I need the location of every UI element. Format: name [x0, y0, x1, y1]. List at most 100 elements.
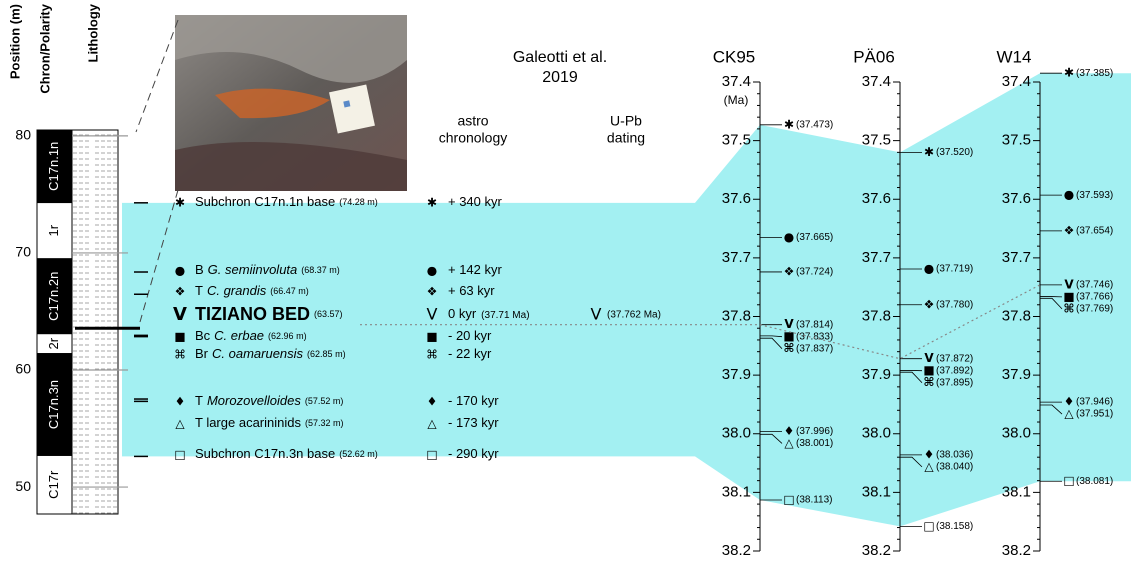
- leader-line: [1040, 404, 1063, 415]
- age-label: (38.081): [1076, 476, 1113, 487]
- leader-line: [760, 335, 783, 338]
- astro-age: - 170 kyr: [448, 393, 499, 408]
- age-label: (37.996): [796, 426, 833, 437]
- tick-label: 37.4: [862, 73, 891, 90]
- astro-value: + 63 kyr: [448, 283, 495, 298]
- event-taxon: C. oamaruensis: [212, 346, 304, 361]
- column-name: W14: [997, 47, 1032, 66]
- tick-label: 37.4: [722, 73, 751, 90]
- astro-symbol: V: [427, 305, 438, 324]
- event-position: (57.52 m): [305, 396, 344, 406]
- upb-symbol: V: [591, 305, 602, 324]
- age-label: (37.769): [1076, 303, 1113, 314]
- astro-age: - 290 kyr: [448, 446, 499, 461]
- leader-line: [760, 433, 783, 444]
- y-tick-label: 70: [15, 244, 31, 260]
- chron-label: C17n.2n: [46, 272, 61, 321]
- age-symbol: □: [1063, 474, 1074, 488]
- astro-header: astro: [457, 113, 488, 129]
- astro-age: + 340 kyr: [448, 194, 503, 209]
- event-name: TIZIANO BED (63.57): [195, 304, 343, 324]
- y-tick-label: 80: [15, 127, 31, 143]
- tick-label: 37.8: [862, 307, 891, 324]
- age-label: (37.724): [796, 267, 833, 278]
- guide-line: [139, 189, 179, 323]
- event-symbol: ❖: [175, 285, 186, 299]
- chron: [36, 129, 73, 204]
- age-symbol: ✱: [784, 117, 794, 131]
- age-symbol: ♦: [784, 424, 795, 438]
- tick-label: 37.5: [1002, 132, 1031, 149]
- event-prefix: Bc: [195, 328, 211, 343]
- column-name: PÄ06: [853, 47, 895, 66]
- age-symbol: ♦: [924, 447, 935, 461]
- age-label: (37.654): [1076, 226, 1113, 237]
- event-taxon: C. grandis: [207, 283, 267, 298]
- astro-age: + 63 kyr: [448, 283, 495, 298]
- event-position: (57.32 m): [305, 418, 344, 428]
- age-symbol: ■: [783, 329, 794, 343]
- chron-label: C17r: [46, 470, 61, 499]
- age-label: (38.158): [936, 521, 973, 532]
- age-symbol: □: [923, 519, 934, 533]
- age-symbol: ♦: [1064, 395, 1075, 409]
- astro-age: - 22 kyr: [448, 346, 492, 361]
- age-label: (37.951): [1076, 409, 1113, 420]
- event-symbol: V: [173, 304, 187, 325]
- y-tick-label: 60: [15, 361, 31, 377]
- tick-label: 38.0: [722, 425, 751, 442]
- age-label: (37.719): [936, 264, 973, 275]
- age-label: (37.814): [796, 319, 833, 330]
- age-symbol: ●: [784, 230, 794, 244]
- age-label: (37.946): [1076, 397, 1113, 408]
- tick-label: 38.1: [722, 483, 751, 500]
- astro-symbol: ●: [427, 264, 437, 278]
- chron-label: C17n.1n: [46, 142, 61, 191]
- tick-label: 37.8: [1002, 307, 1031, 324]
- tick-label: 37.5: [862, 132, 891, 149]
- event-position: (66.47 m): [270, 286, 309, 296]
- age-label: (37.385): [1076, 68, 1113, 79]
- event-taxon: Morozovelloides: [207, 393, 301, 408]
- tick-label: 37.9: [862, 366, 891, 383]
- astro-symbol: ✱: [427, 196, 437, 210]
- event-name: B G. semiinvoluta (68.37 m): [195, 262, 340, 277]
- astro-age: 0 kyr (37.71 Ma): [448, 306, 530, 321]
- age-label: (37.837): [796, 343, 833, 354]
- age-label: (37.520): [936, 147, 973, 158]
- leader-line: [900, 456, 923, 468]
- astro-symbol: ❖: [427, 285, 438, 299]
- astro-symbol: □: [426, 448, 437, 462]
- astro-symbol: ♦: [427, 395, 438, 409]
- content: Position (m) Chron/Polarity Lithology C17n.…: [7, 3, 1113, 559]
- tick-label: 38.2: [862, 542, 891, 559]
- astro-symbol: ⌘: [426, 348, 438, 362]
- chron-label: 2r: [46, 337, 61, 349]
- age-symbol: ■: [923, 363, 934, 377]
- axis-unit: (Ma): [724, 93, 749, 107]
- tick-label: 38.1: [862, 483, 891, 500]
- correlation-band: [122, 73, 1131, 527]
- age-symbol: ❖: [784, 264, 795, 278]
- event-position: (62.96 m): [268, 331, 307, 341]
- astro-value: + 142 kyr: [448, 262, 503, 277]
- event-symbol: ■: [174, 330, 185, 344]
- age-label: (38.036): [936, 449, 973, 460]
- tick-label: 37.9: [1002, 366, 1031, 383]
- age-label: (37.746): [1076, 279, 1113, 290]
- tiziano-line: [360, 284, 1041, 360]
- column-label: Chron/Polarity: [37, 3, 52, 93]
- event-prefix: T large acarininids: [195, 415, 301, 430]
- astro-symbol: ■: [426, 330, 437, 344]
- age-symbol: ■: [1063, 289, 1074, 303]
- event-symbol: ●: [175, 264, 185, 278]
- chron-label: C17n.3n: [46, 380, 61, 429]
- event-position: (68.37 m): [301, 265, 340, 275]
- tick-label: 37.7: [862, 249, 891, 266]
- event-name: Br C. oamaruensis (62.85 m): [195, 346, 346, 361]
- y-tick-label: 50: [15, 478, 31, 494]
- leader-line: [760, 337, 783, 349]
- event-position: (74.28 m): [339, 197, 378, 207]
- age-symbol: ⌘: [1063, 301, 1074, 315]
- tick-label: 37.7: [722, 249, 751, 266]
